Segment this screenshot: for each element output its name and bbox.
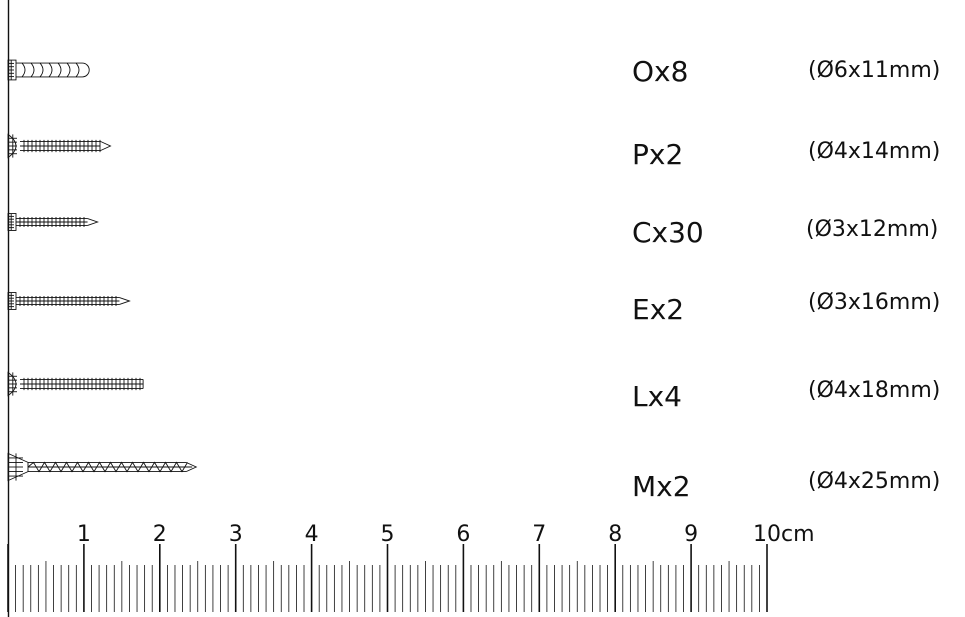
screw-pan [7, 133, 112, 159]
screw-code-p: Px2 [632, 138, 684, 171]
screw-code-e: Ex2 [632, 293, 685, 326]
screw-code-c: Cx30 [632, 216, 704, 249]
ruler: 1 2 3 4 5 6 7 8 9 10cm [7, 522, 815, 612]
screw-layer [7, 59, 198, 482]
screw-size-o: (Ø6x11mm) [808, 58, 941, 83]
screw-countersunk [7, 452, 198, 482]
ruler-label: 3 [229, 522, 243, 547]
ruler-label: 1 [77, 522, 91, 547]
screw-flat [7, 292, 131, 310]
screw-code-o: Ox8 [632, 55, 689, 88]
ruler-label: 6 [456, 522, 470, 547]
screw-size-c: (Ø3x12mm) [806, 217, 939, 242]
screw-size-p: (Ø4x14mm) [808, 139, 941, 164]
ruler-label: 9 [684, 522, 698, 547]
ruler-label: 5 [381, 522, 395, 547]
ruler-label: 2 [153, 522, 167, 547]
screw-pan [7, 371, 144, 397]
ruler-label: 7 [532, 522, 546, 547]
screw-code-m: Mx2 [632, 470, 691, 503]
ruler-label: 8 [608, 522, 622, 547]
screw-size-l: (Ø4x18mm) [808, 378, 941, 403]
ruler-label: 4 [305, 522, 319, 547]
screw-code-l: Lx4 [632, 380, 682, 413]
ruler-label: 10cm [753, 522, 815, 547]
screw-size-e: (Ø3x16mm) [808, 290, 941, 315]
screw-size-m: (Ø4x25mm) [808, 469, 941, 494]
screw-flat [7, 213, 99, 231]
screw-round [7, 59, 90, 81]
